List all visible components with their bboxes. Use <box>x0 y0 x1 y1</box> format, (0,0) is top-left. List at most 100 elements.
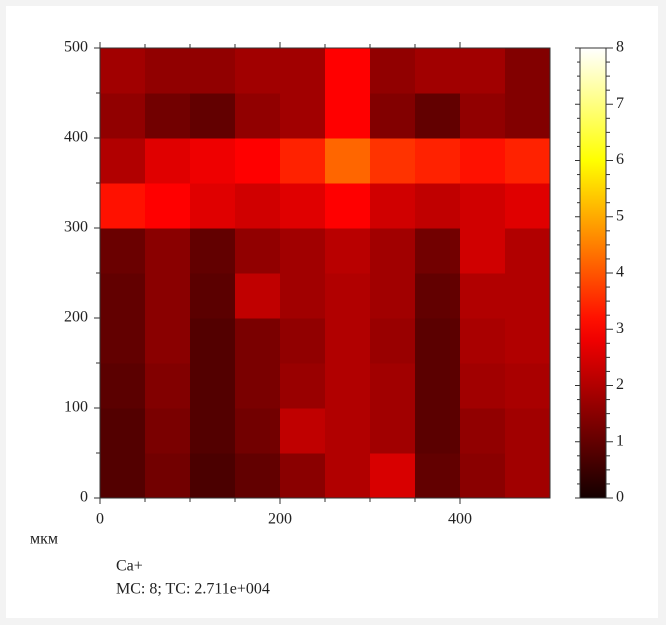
heat-cell <box>415 453 461 499</box>
colorbar-label: 5 <box>616 207 624 224</box>
heat-cell <box>325 363 371 409</box>
heat-cell <box>145 48 191 94</box>
heat-cell <box>190 93 236 139</box>
heat-cell <box>325 453 371 499</box>
heat-cell <box>235 318 281 364</box>
heat-cell <box>460 453 506 499</box>
heat-cell <box>190 408 236 454</box>
heat-cell <box>505 93 551 139</box>
heat-cell <box>460 228 506 274</box>
heat-cell <box>460 363 506 409</box>
heat-cell <box>280 408 326 454</box>
heat-cell <box>145 138 191 184</box>
heat-cell <box>370 93 416 139</box>
heat-cell <box>280 48 326 94</box>
heat-cell <box>145 318 191 364</box>
heat-cell <box>415 48 461 94</box>
heat-cell <box>235 138 281 184</box>
heat-cell <box>100 48 146 94</box>
heat-cell <box>235 408 281 454</box>
heat-cell <box>190 228 236 274</box>
heat-cell <box>325 93 371 139</box>
heat-cell <box>370 363 416 409</box>
x-tick-label: 400 <box>448 511 472 528</box>
colorbar-label: 2 <box>616 376 624 393</box>
colorbar-label: 3 <box>616 320 624 337</box>
annotation: MC: 8; TC: 2.711e+004 <box>116 581 270 598</box>
heat-cell <box>415 408 461 454</box>
heat-cell <box>370 228 416 274</box>
heat-cell <box>190 453 236 499</box>
heat-cell <box>280 273 326 319</box>
heat-cell <box>235 93 281 139</box>
heat-cell <box>325 183 371 229</box>
heat-cell <box>505 363 551 409</box>
heat-cell <box>505 318 551 364</box>
heat-cell <box>190 363 236 409</box>
y-tick-label: 300 <box>64 219 88 236</box>
heat-cell <box>505 453 551 499</box>
heat-cell <box>415 273 461 319</box>
heat-cell <box>415 228 461 274</box>
heat-cell <box>145 93 191 139</box>
heat-cell <box>415 93 461 139</box>
heat-cell <box>145 408 191 454</box>
heat-cell <box>370 453 416 499</box>
heat-cell <box>415 318 461 364</box>
heat-cell <box>505 48 551 94</box>
heat-cell <box>100 273 146 319</box>
heat-cell <box>415 138 461 184</box>
y-tick-label: 200 <box>64 309 88 326</box>
heat-cell <box>370 273 416 319</box>
heat-cell <box>235 363 281 409</box>
heat-cell <box>100 138 146 184</box>
heat-cell <box>325 408 371 454</box>
heat-cell <box>370 138 416 184</box>
heat-cell <box>280 93 326 139</box>
heat-cell <box>100 183 146 229</box>
y-tick-label: 100 <box>64 399 88 416</box>
heat-cell <box>325 318 371 364</box>
colorbar-label: 8 <box>616 39 624 56</box>
heat-cell <box>460 48 506 94</box>
heat-cell <box>415 183 461 229</box>
heat-cell <box>190 318 236 364</box>
heat-cell <box>370 48 416 94</box>
x-unit: мкм <box>30 531 58 548</box>
x-tick-label: 200 <box>268 511 292 528</box>
heat-cell <box>145 228 191 274</box>
heat-cell <box>235 183 281 229</box>
heat-cell <box>190 48 236 94</box>
colorbar-label: 6 <box>616 151 624 168</box>
heat-cell <box>415 363 461 409</box>
heat-cell <box>145 363 191 409</box>
colorbar-label: 0 <box>616 489 624 506</box>
y-tick-label: 400 <box>64 129 88 146</box>
heat-cell <box>280 453 326 499</box>
heat-cell <box>100 93 146 139</box>
heat-cell <box>235 453 281 499</box>
heat-cell <box>145 273 191 319</box>
heat-cell <box>190 138 236 184</box>
colorbar-label: 1 <box>616 432 624 449</box>
heat-cell <box>190 273 236 319</box>
heat-cell <box>235 273 281 319</box>
colorbar-label: 7 <box>616 95 624 112</box>
colorbar <box>579 47 607 499</box>
heat-cell <box>100 363 146 409</box>
annotation: Ca+ <box>116 558 143 575</box>
heat-cell <box>460 408 506 454</box>
heat-cell <box>280 363 326 409</box>
heat-cell <box>235 48 281 94</box>
heat-cell <box>460 183 506 229</box>
x-tick-label: 0 <box>96 511 104 528</box>
colorbar-label: 4 <box>616 264 624 281</box>
heat-cell <box>325 228 371 274</box>
heat-cell <box>325 273 371 319</box>
heat-cell <box>280 138 326 184</box>
heat-cell <box>235 228 281 274</box>
heat-cell <box>370 183 416 229</box>
heat-cell <box>100 318 146 364</box>
y-tick-label: 0 <box>80 489 88 506</box>
